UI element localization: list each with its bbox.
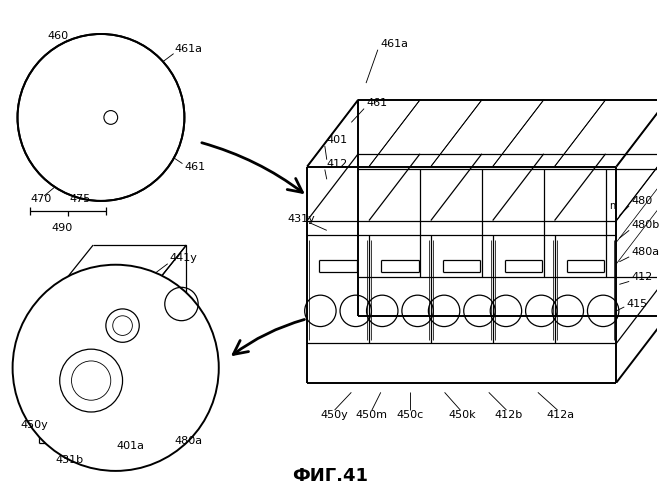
Text: 490: 490 xyxy=(52,224,73,234)
Text: 412: 412 xyxy=(327,158,348,168)
Text: 441y: 441y xyxy=(170,253,198,263)
Text: n: n xyxy=(609,201,616,211)
Text: 450c: 450c xyxy=(396,410,424,420)
Text: 475: 475 xyxy=(69,194,91,204)
Circle shape xyxy=(13,264,218,471)
Text: 480a: 480a xyxy=(174,436,202,446)
Text: 450y: 450y xyxy=(21,420,48,430)
Text: 460: 460 xyxy=(47,31,68,41)
Text: 450k: 450k xyxy=(448,410,476,420)
Circle shape xyxy=(17,34,184,201)
Text: 470: 470 xyxy=(30,194,51,204)
Text: 450y: 450y xyxy=(321,410,348,420)
Text: 415: 415 xyxy=(626,299,647,309)
Text: 480: 480 xyxy=(631,196,653,206)
Text: 461a: 461a xyxy=(174,44,202,54)
Text: 401a: 401a xyxy=(117,442,145,452)
Text: 480a: 480a xyxy=(631,247,659,257)
Text: 412a: 412a xyxy=(546,410,575,420)
Text: 401: 401 xyxy=(327,135,348,145)
Text: 431b: 431b xyxy=(55,455,84,465)
Text: 461a: 461a xyxy=(381,39,409,49)
Text: ФИГ.41: ФИГ.41 xyxy=(292,467,368,485)
Text: 412b: 412b xyxy=(494,410,523,420)
Text: 431y: 431y xyxy=(288,214,315,224)
Text: 461: 461 xyxy=(184,162,206,172)
Text: 461: 461 xyxy=(366,98,387,108)
Text: 450m: 450m xyxy=(356,410,388,420)
Text: 412: 412 xyxy=(631,272,653,282)
Text: 480b: 480b xyxy=(631,220,659,230)
